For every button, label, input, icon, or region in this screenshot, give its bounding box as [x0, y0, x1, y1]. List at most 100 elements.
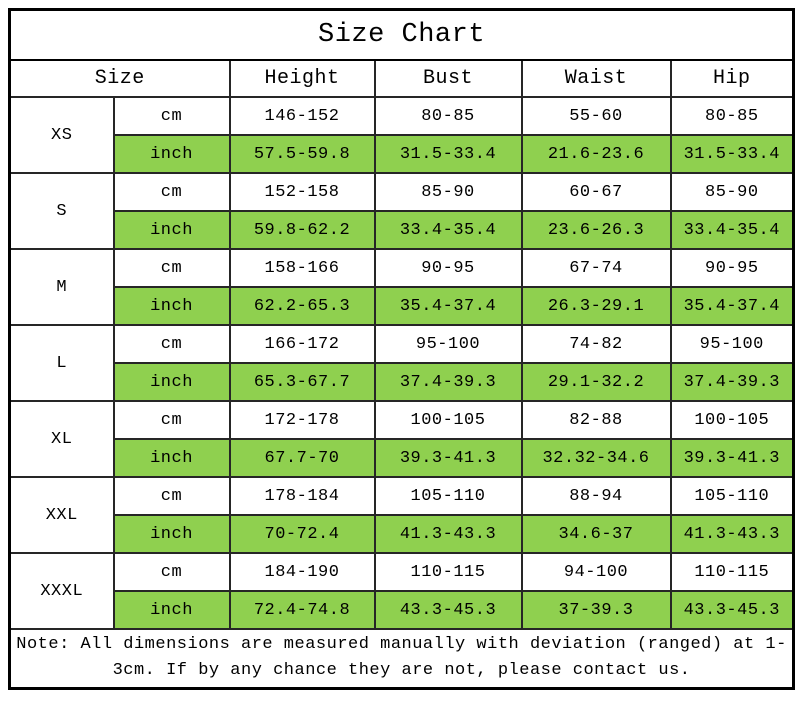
size-label-xxxl: XXXL [8, 552, 115, 630]
cell-xxxl-inch-hip: 43.3-45.3 [669, 590, 795, 630]
table-row: XS cm 146-152 80-85 55-60 80-85 [8, 96, 795, 174]
cell-l-inch-height: 65.3-67.7 [228, 362, 376, 402]
cell-xl-cm-bust: 100-105 [373, 400, 523, 440]
cell-s-cm-hip: 85-90 [669, 172, 795, 212]
note-text: Note: All dimensions are measured manual… [8, 627, 795, 690]
cell-xxl-cm-bust: 105-110 [373, 476, 523, 516]
unit-label-inch: inch [112, 362, 231, 402]
cell-m-inch-hip: 35.4-37.4 [669, 286, 795, 326]
cell-xs-inch-height: 57.5-59.8 [228, 134, 376, 174]
cell-xs-cm-hip: 80-85 [669, 96, 795, 136]
table-row: inch 67.7-70 39.3-41.3 32.32-34.6 39.3-41.3 [10, 438, 795, 478]
unit-label-cm: cm [112, 476, 231, 516]
cell-xxl-cm-hip: 105-110 [669, 476, 795, 516]
cell-m-inch-waist: 26.3-29.1 [520, 286, 672, 326]
unit-label-cm: cm [112, 552, 231, 592]
cell-l-inch-bust: 37.4-39.3 [373, 362, 523, 402]
size-label-xxl: XXL [8, 476, 115, 554]
cell-s-inch-height: 59.8-62.2 [228, 210, 376, 250]
header-row: Size Height Bust Waist Hip [8, 59, 795, 98]
size-chart-table: Size Chart Size Height Bust Waist Hip XS… [8, 8, 796, 690]
cell-l-cm-height: 166-172 [228, 324, 376, 364]
size-label-s: S [8, 172, 115, 250]
table-row: inch 57.5-59.8 31.5-33.4 21.6-23.6 31.5-33.4 [10, 134, 795, 174]
table-row: XXXL cm 184-190 110-115 94-100 110-115 [8, 552, 795, 630]
cell-xs-inch-waist: 21.6-23.6 [520, 134, 672, 174]
cell-s-inch-bust: 33.4-35.4 [373, 210, 523, 250]
cell-xs-inch-bust: 31.5-33.4 [373, 134, 523, 174]
cell-xl-cm-waist: 82-88 [520, 400, 672, 440]
cell-xxxl-cm-bust: 110-115 [373, 552, 523, 592]
unit-label-inch: inch [112, 438, 231, 478]
title-row: Size Chart [8, 8, 795, 61]
cell-s-cm-bust: 85-90 [373, 172, 523, 212]
cell-xl-cm-hip: 100-105 [669, 400, 795, 440]
cell-xl-cm-height: 172-178 [228, 400, 376, 440]
table-row: XXL cm 178-184 105-110 88-94 105-110 [8, 476, 795, 554]
cell-m-inch-bust: 35.4-37.4 [373, 286, 523, 326]
cell-xs-inch-hip: 31.5-33.4 [669, 134, 795, 174]
unit-label-cm: cm [112, 96, 231, 136]
size-chart-foot: Note: All dimensions are measured manual… [8, 627, 795, 690]
table-row: XL cm 172-178 100-105 82-88 100-105 [8, 400, 795, 478]
cell-xs-cm-bust: 80-85 [373, 96, 523, 136]
cell-l-cm-waist: 74-82 [520, 324, 672, 364]
col-header-waist: Waist [520, 59, 672, 98]
cell-s-inch-hip: 33.4-35.4 [669, 210, 795, 250]
cell-l-cm-bust: 95-100 [373, 324, 523, 364]
unit-label-cm: cm [112, 172, 231, 212]
cell-xxxl-cm-hip: 110-115 [669, 552, 795, 592]
size-label-l: L [8, 324, 115, 402]
cell-xs-cm-waist: 55-60 [520, 96, 672, 136]
cell-xs-cm-height: 146-152 [228, 96, 376, 136]
cell-xl-inch-bust: 39.3-41.3 [373, 438, 523, 478]
cell-m-cm-bust: 90-95 [373, 248, 523, 288]
size-label-m: M [8, 248, 115, 326]
col-header-hip: Hip [669, 59, 795, 98]
unit-label-inch: inch [112, 134, 231, 174]
col-header-size: Size [8, 59, 231, 98]
size-label-xl: XL [8, 400, 115, 478]
cell-xxxl-inch-bust: 43.3-45.3 [373, 590, 523, 630]
page-title: Size Chart [8, 8, 795, 61]
cell-xxxl-cm-height: 184-190 [228, 552, 376, 592]
unit-label-inch: inch [112, 286, 231, 326]
cell-l-inch-hip: 37.4-39.3 [669, 362, 795, 402]
cell-xxl-inch-height: 70-72.4 [228, 514, 376, 554]
cell-s-cm-height: 152-158 [228, 172, 376, 212]
cell-xxl-inch-hip: 41.3-43.3 [669, 514, 795, 554]
cell-xxl-inch-waist: 34.6-37 [520, 514, 672, 554]
cell-m-inch-height: 62.2-65.3 [228, 286, 376, 326]
table-row: inch 65.3-67.7 37.4-39.3 29.1-32.2 37.4-39.3 [10, 362, 795, 402]
unit-label-inch: inch [112, 210, 231, 250]
table-row: inch 62.2-65.3 35.4-37.4 26.3-29.1 35.4-37.4 [10, 286, 795, 326]
note-row: Note: All dimensions are measured manual… [8, 627, 795, 690]
cell-m-cm-waist: 67-74 [520, 248, 672, 288]
cell-m-cm-height: 158-166 [228, 248, 376, 288]
cell-xl-inch-height: 67.7-70 [228, 438, 376, 478]
size-chart: Size Chart Size Height Bust Waist Hip XS… [8, 8, 796, 690]
unit-label-inch: inch [112, 514, 231, 554]
size-table-body: XS cm 146-152 80-85 55-60 80-85 inch 57.5-59.8 3… [8, 96, 795, 630]
cell-xxxl-cm-waist: 94-100 [520, 552, 672, 592]
col-header-height: Height [228, 59, 376, 98]
unit-label-inch: inch [112, 590, 231, 630]
table-row: inch 70-72.4 41.3-43.3 34.6-37 41.3-43.3 [10, 514, 795, 554]
cell-m-cm-hip: 90-95 [669, 248, 795, 288]
cell-s-cm-waist: 60-67 [520, 172, 672, 212]
cell-xxxl-inch-waist: 37-39.3 [520, 590, 672, 630]
unit-label-cm: cm [112, 324, 231, 364]
cell-xl-inch-waist: 32.32-34.6 [520, 438, 672, 478]
size-label-xs: XS [8, 96, 115, 174]
table-row: inch 59.8-62.2 33.4-35.4 23.6-26.3 33.4-35.4 [10, 210, 795, 250]
cell-xxxl-inch-height: 72.4-74.8 [228, 590, 376, 630]
cell-xl-inch-hip: 39.3-41.3 [669, 438, 795, 478]
cell-xxl-cm-height: 178-184 [228, 476, 376, 516]
cell-l-cm-hip: 95-100 [669, 324, 795, 364]
unit-label-cm: cm [112, 400, 231, 440]
unit-label-cm: cm [112, 248, 231, 288]
cell-xxl-inch-bust: 41.3-43.3 [373, 514, 523, 554]
